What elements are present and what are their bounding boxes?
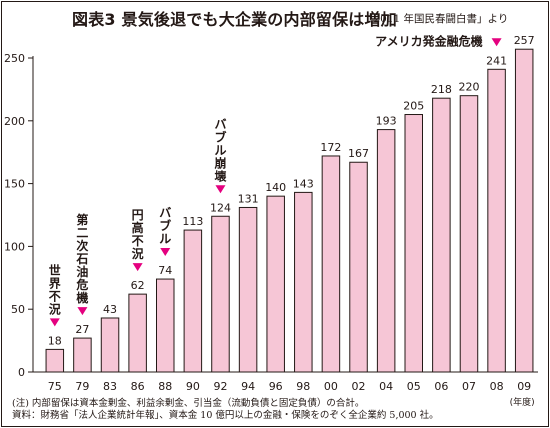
y-tick-label: 100 xyxy=(4,240,25,253)
bar xyxy=(211,215,230,373)
data-label: 140 xyxy=(265,181,286,194)
bar xyxy=(349,161,368,373)
annotation-marker-icon xyxy=(49,318,60,327)
data-label: 131 xyxy=(238,192,259,205)
data-label: 172 xyxy=(320,141,341,154)
annotation-label: バブル xyxy=(159,206,171,246)
y-tick-label: 200 xyxy=(4,115,25,128)
x-axis-label: (年度) xyxy=(510,396,535,408)
x-tick-label: 98 xyxy=(296,380,310,393)
bar xyxy=(128,293,147,373)
data-label: 220 xyxy=(458,81,479,94)
x-tick-label: 83 xyxy=(103,380,117,393)
x-tick-label: 08 xyxy=(490,380,504,393)
annotation-marker-icon xyxy=(491,38,502,47)
annotation-marker-icon xyxy=(132,263,143,272)
annotation-label: 円高不況 xyxy=(132,208,144,261)
data-label: 74 xyxy=(158,264,172,277)
data-label: 193 xyxy=(376,115,397,128)
data-label: 218 xyxy=(431,83,452,96)
x-tick-label: 90 xyxy=(186,380,200,393)
bar xyxy=(376,129,396,373)
data-label: 113 xyxy=(182,215,203,228)
y-tick-label: 0 xyxy=(18,366,25,379)
x-tick-label: 86 xyxy=(131,380,145,393)
bar xyxy=(404,114,423,373)
annotation-label: 世界不況 xyxy=(49,262,61,316)
x-tick-label: 04 xyxy=(379,380,393,393)
annotation-marker-icon xyxy=(77,307,88,316)
data-label: 43 xyxy=(103,303,117,316)
data-label: 143 xyxy=(293,177,314,190)
bar xyxy=(156,278,175,373)
chart-title: 図表3 景気後退でも大企業の内部留保は増加 xyxy=(72,10,397,29)
bar xyxy=(294,191,313,373)
x-tick-label: 09 xyxy=(517,380,531,393)
x-tick-label: 92 xyxy=(213,380,227,393)
x-tick-label: 02 xyxy=(352,380,366,393)
footnote-source: 資料：財務省「法人企業統計年報」、資本金 10 億円以上の金融・保険をのぞく全企… xyxy=(12,410,439,421)
data-label: 241 xyxy=(486,54,507,67)
footnotes: (注) 内部留保は資本金剰金、利益余剰金、引当金（流動負債と固定負債）の合計。 … xyxy=(12,398,439,422)
bar xyxy=(183,229,203,373)
bar xyxy=(73,337,92,373)
bar xyxy=(45,348,65,373)
data-label: 124 xyxy=(210,201,231,214)
x-tick-label: 79 xyxy=(75,380,89,393)
chart-source-note: 「2011 年国民春闘白書」より xyxy=(363,13,509,25)
bar xyxy=(100,317,120,373)
annotation-marker-icon xyxy=(160,248,171,257)
x-tick-label: 75 xyxy=(48,380,62,393)
y-tick-label: 150 xyxy=(4,178,25,191)
data-label: 62 xyxy=(131,279,145,292)
x-tick-label: 05 xyxy=(407,380,421,393)
data-label: 257 xyxy=(514,34,535,47)
data-label: 205 xyxy=(403,100,424,113)
bar xyxy=(487,68,506,373)
x-tick-label: 00 xyxy=(324,380,338,393)
data-label: 18 xyxy=(48,334,62,347)
bar xyxy=(238,206,258,373)
x-tick-label: 07 xyxy=(462,380,476,393)
bar xyxy=(321,155,341,373)
y-tick-label: 50 xyxy=(11,303,25,316)
x-tick-label: 96 xyxy=(269,380,283,393)
bar xyxy=(514,48,534,373)
y-tick-label: 250 xyxy=(4,52,25,65)
bar xyxy=(266,195,285,373)
data-label: 27 xyxy=(75,323,89,336)
data-label: 167 xyxy=(348,147,369,160)
x-tick-label: 88 xyxy=(158,380,172,393)
footnote-note: (注) 内部留保は資本金剰金、利益余剰金、引当金（流動負債と固定負債）の合計。 xyxy=(12,398,365,409)
annotation-label: アメリカ発金融危機 xyxy=(375,33,482,48)
bar xyxy=(459,95,479,373)
x-tick-label: 06 xyxy=(434,380,448,393)
annotation-marker-icon xyxy=(215,185,226,194)
annotation-label: バブル崩壊 xyxy=(214,117,227,183)
annotation-label: 第二次石油危機 xyxy=(75,212,88,305)
bar xyxy=(432,97,451,373)
x-tick-label: 94 xyxy=(241,380,255,393)
